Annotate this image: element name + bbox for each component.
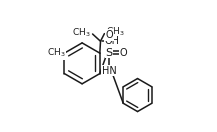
Text: S: S	[106, 48, 113, 58]
Text: CH$_3$: CH$_3$	[72, 26, 90, 39]
Text: OH: OH	[105, 36, 120, 46]
Text: CH$_3$: CH$_3$	[106, 26, 124, 38]
Text: O: O	[120, 48, 128, 58]
Text: CH$_3$: CH$_3$	[47, 47, 65, 59]
Text: HN: HN	[102, 66, 117, 76]
Text: O: O	[105, 30, 113, 40]
